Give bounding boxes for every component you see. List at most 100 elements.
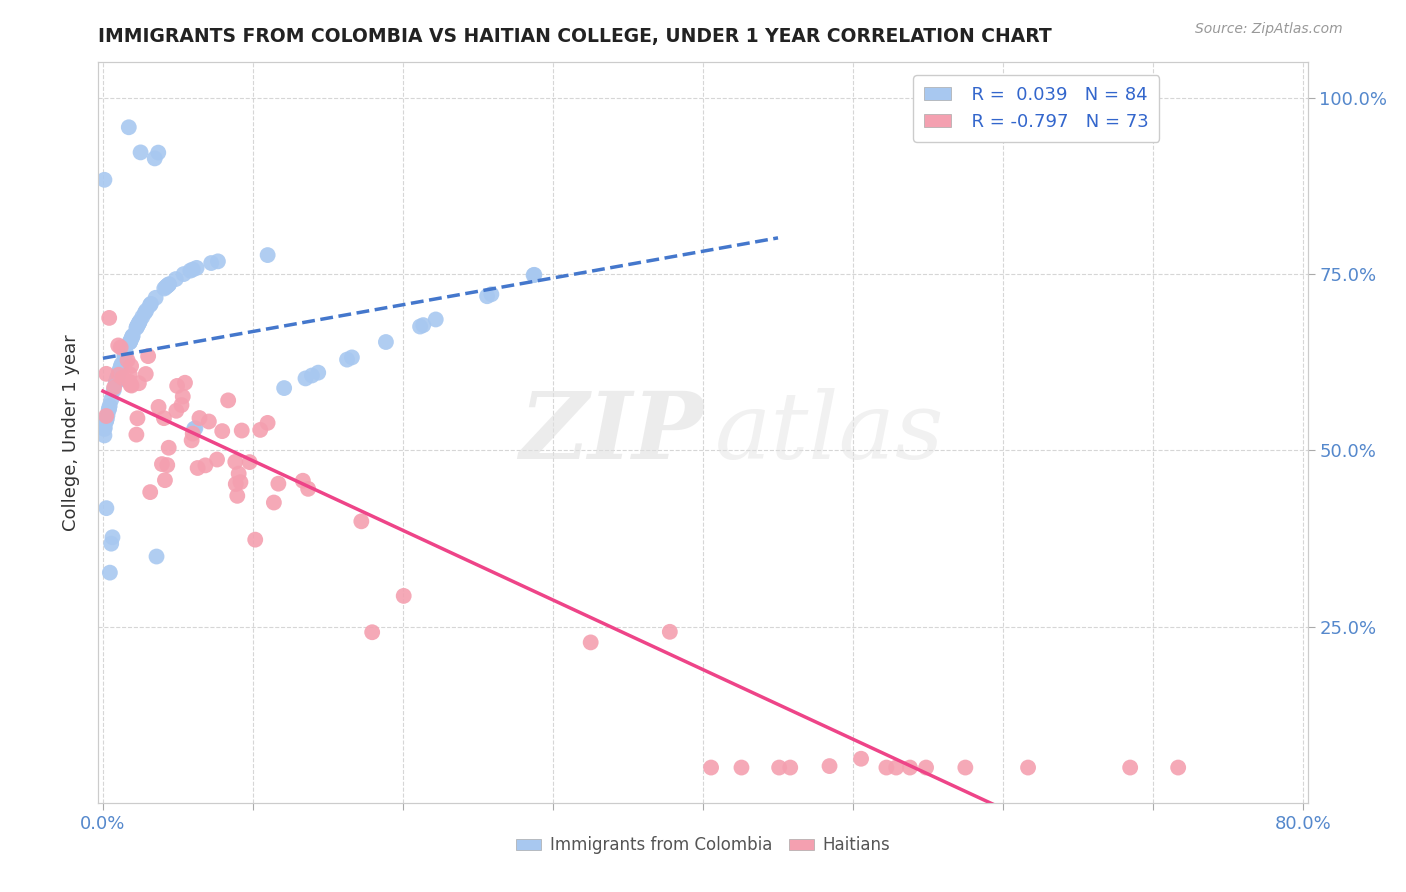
Point bbox=[263, 495, 285, 509]
Point bbox=[93, 428, 115, 442]
Point bbox=[110, 360, 132, 375]
Point bbox=[118, 120, 141, 135]
Point bbox=[239, 455, 262, 469]
Point bbox=[165, 272, 187, 286]
Point bbox=[128, 314, 150, 328]
Point bbox=[125, 427, 148, 442]
Point bbox=[134, 305, 156, 319]
Point bbox=[915, 760, 938, 774]
Point bbox=[153, 473, 176, 487]
Point bbox=[127, 318, 149, 333]
Point bbox=[875, 760, 897, 774]
Point bbox=[145, 549, 167, 564]
Point bbox=[898, 760, 921, 774]
Point bbox=[120, 377, 142, 392]
Point bbox=[336, 352, 359, 367]
Point bbox=[139, 485, 162, 500]
Point bbox=[112, 350, 135, 364]
Point bbox=[374, 334, 396, 349]
Point bbox=[273, 381, 295, 395]
Point bbox=[120, 359, 142, 373]
Point bbox=[101, 530, 124, 544]
Point bbox=[479, 287, 502, 301]
Point bbox=[121, 329, 143, 343]
Point bbox=[818, 759, 841, 773]
Point bbox=[955, 760, 977, 774]
Point bbox=[96, 501, 118, 516]
Point bbox=[256, 416, 278, 430]
Point bbox=[98, 399, 121, 413]
Point bbox=[166, 379, 188, 393]
Point bbox=[174, 376, 197, 390]
Point bbox=[105, 374, 128, 388]
Point bbox=[135, 303, 157, 318]
Point bbox=[118, 375, 141, 389]
Point bbox=[98, 566, 121, 580]
Point bbox=[128, 376, 150, 391]
Point bbox=[153, 411, 176, 425]
Point bbox=[153, 281, 176, 295]
Point bbox=[181, 262, 204, 277]
Point bbox=[156, 458, 179, 472]
Point bbox=[121, 331, 143, 345]
Point bbox=[229, 475, 252, 490]
Point bbox=[108, 365, 131, 379]
Point bbox=[93, 173, 115, 187]
Point bbox=[186, 260, 208, 275]
Point bbox=[217, 393, 239, 408]
Point bbox=[849, 752, 872, 766]
Point bbox=[658, 624, 681, 639]
Point bbox=[93, 422, 115, 436]
Point bbox=[412, 318, 434, 332]
Point bbox=[118, 334, 141, 349]
Point bbox=[131, 310, 153, 324]
Point bbox=[156, 279, 179, 293]
Point bbox=[96, 412, 118, 426]
Point bbox=[96, 409, 118, 423]
Point bbox=[157, 277, 180, 292]
Point bbox=[125, 321, 148, 335]
Y-axis label: College, Under 1 year: College, Under 1 year bbox=[62, 334, 80, 531]
Text: ZIP: ZIP bbox=[519, 388, 703, 477]
Point bbox=[104, 376, 127, 390]
Point bbox=[730, 760, 752, 774]
Point bbox=[256, 248, 278, 262]
Point bbox=[249, 423, 271, 437]
Point bbox=[392, 589, 415, 603]
Point bbox=[425, 312, 447, 326]
Point bbox=[267, 476, 290, 491]
Point bbox=[409, 319, 432, 334]
Point bbox=[114, 348, 136, 362]
Point bbox=[98, 310, 121, 325]
Point bbox=[183, 422, 205, 436]
Text: IMMIGRANTS FROM COLOMBIA VS HAITIAN COLLEGE, UNDER 1 YEAR CORRELATION CHART: IMMIGRANTS FROM COLOMBIA VS HAITIAN COLL… bbox=[98, 27, 1052, 45]
Point bbox=[139, 298, 162, 312]
Point bbox=[231, 424, 253, 438]
Point bbox=[110, 340, 132, 354]
Point bbox=[884, 760, 907, 774]
Point bbox=[1167, 760, 1189, 774]
Point bbox=[148, 145, 170, 160]
Point bbox=[768, 760, 790, 774]
Point bbox=[207, 254, 229, 268]
Point bbox=[155, 280, 177, 294]
Point bbox=[225, 477, 247, 491]
Point bbox=[172, 390, 194, 404]
Point bbox=[361, 625, 384, 640]
Point bbox=[211, 424, 233, 438]
Point bbox=[103, 380, 125, 394]
Point bbox=[105, 375, 128, 389]
Point bbox=[148, 400, 170, 414]
Point bbox=[117, 353, 139, 368]
Point bbox=[96, 367, 118, 381]
Point bbox=[291, 474, 314, 488]
Point bbox=[205, 452, 228, 467]
Point bbox=[121, 378, 143, 392]
Point bbox=[523, 268, 546, 282]
Point bbox=[136, 349, 159, 363]
Point bbox=[107, 368, 129, 382]
Point bbox=[475, 289, 498, 303]
Point bbox=[301, 368, 323, 383]
Point bbox=[128, 316, 150, 330]
Point bbox=[297, 482, 319, 496]
